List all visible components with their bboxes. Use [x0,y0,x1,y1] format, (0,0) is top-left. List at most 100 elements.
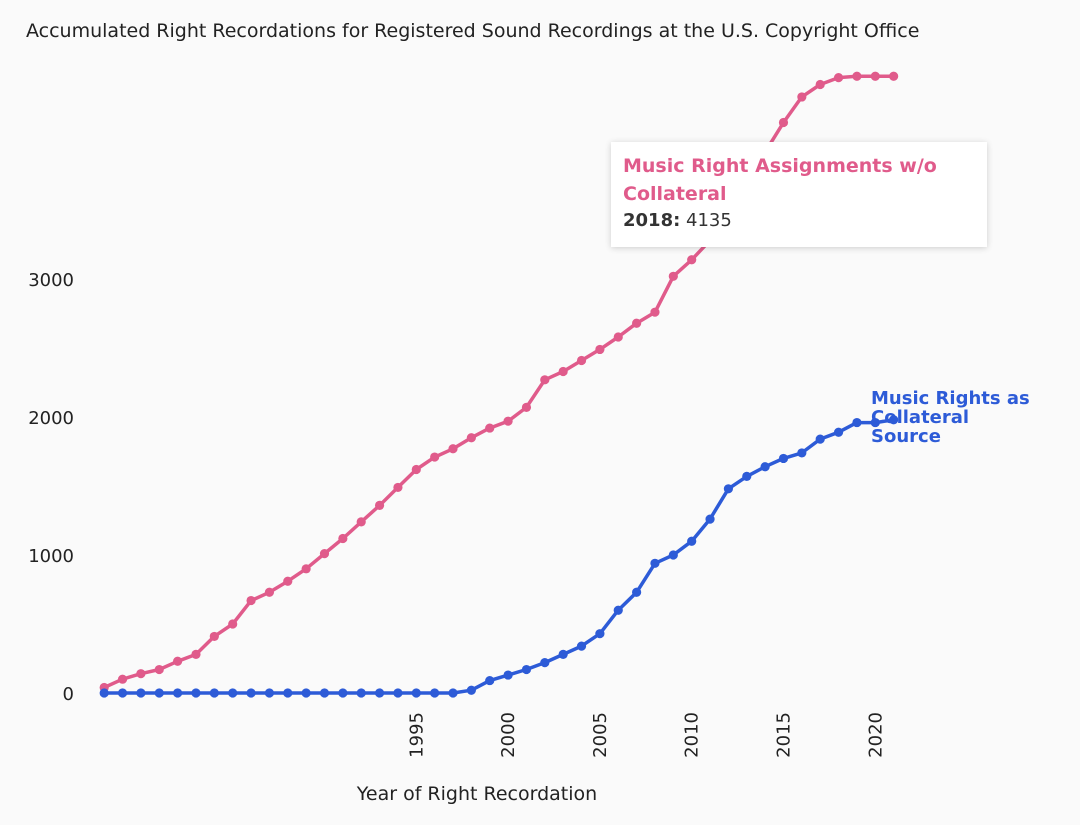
data-point [521,402,532,412]
data-point [209,688,219,698]
data-point [430,688,440,698]
data-point [411,688,421,698]
data-point [448,444,458,454]
data-point [576,641,587,651]
series-label-line: Source [871,426,941,447]
data-point [576,355,587,366]
data-point [393,482,403,493]
data-point [173,688,183,698]
data-point [833,73,844,83]
data-point [173,656,183,666]
data-point [558,649,568,659]
tooltip-value-row: 2018: 4135 [623,208,975,234]
data-point [374,688,385,698]
data-point [448,688,458,698]
data-point [521,664,532,675]
hover-tooltip: Music Right Assignments w/o Collateral 2… [611,142,987,247]
data-point [136,669,146,679]
series-label-line: Music Rights as [871,388,1030,409]
data-point [687,255,697,265]
data-point [613,332,623,342]
data-point [191,688,201,698]
data-point [191,649,201,659]
data-point [595,629,605,639]
tooltip-value: 4135 [686,210,732,231]
data-point [319,549,330,559]
data-point [301,564,311,574]
data-point [319,688,330,698]
data-point [228,619,238,629]
data-point [117,674,128,684]
data-point [283,688,293,698]
series-line-2 [104,418,894,695]
data-point [723,484,734,494]
data-point [264,688,275,698]
data-point [466,433,476,443]
data-point [228,688,238,698]
x-tick-label: 1995 [406,712,427,758]
x-tick-label: 2000 [498,712,519,758]
data-point [356,517,366,527]
data-point [283,576,293,586]
data-point [613,605,623,615]
data-point [815,79,825,90]
data-point [668,550,678,560]
data-point [870,71,880,81]
data-point [833,427,844,437]
data-point [632,318,642,328]
data-point [154,664,164,675]
data-point [797,448,807,458]
data-point [466,685,476,695]
data-point [393,688,403,698]
data-point [668,271,678,281]
data-point [411,464,421,475]
data-point [687,536,697,546]
data-point [852,71,862,81]
data-point [705,514,715,524]
data-point [650,558,660,568]
data-point [815,434,825,444]
data-point [870,417,880,428]
data-point [650,307,660,317]
data-point [760,462,770,472]
data-point [540,658,550,668]
data-point [540,375,550,385]
data-point [852,417,862,428]
data-point [430,452,440,462]
data-point [485,423,495,433]
data-point [374,500,385,510]
x-tick-label: 2005 [590,712,611,758]
data-point [742,471,752,481]
x-axis-title: Year of Right Recordation [356,783,597,805]
data-point [338,688,348,698]
data-point [338,533,348,544]
data-point [209,631,219,642]
data-point [264,587,275,597]
y-tick-label: 1000 [28,546,74,567]
data-point [503,670,513,680]
data-point [595,344,605,355]
data-point [503,416,513,426]
data-point [136,688,146,698]
data-point [301,688,311,698]
data-point [778,117,789,128]
tooltip-year: 2018: [623,210,681,231]
y-axis-ticks: 0 1000 2000 3000 [28,270,74,705]
data-point [246,595,256,606]
data-point [485,675,495,686]
x-tick-label: 2015 [773,712,794,758]
data-point [246,688,256,698]
x-tick-label: 2020 [865,712,886,758]
tooltip-series-name: Music Right Assignments w/o Collateral [623,155,937,205]
data-point [99,688,109,698]
data-point [797,92,807,102]
data-point [632,587,642,597]
series-label-collateral: Music Rights as Collateral Source [871,388,1030,447]
data-point [558,366,568,377]
y-tick-label: 2000 [28,408,74,429]
data-point [778,453,789,464]
data-point [889,71,899,81]
series-label-line: Collateral [871,407,969,428]
x-axis-ticks: 1995 2000 2005 2010 2015 2020 [406,712,886,758]
